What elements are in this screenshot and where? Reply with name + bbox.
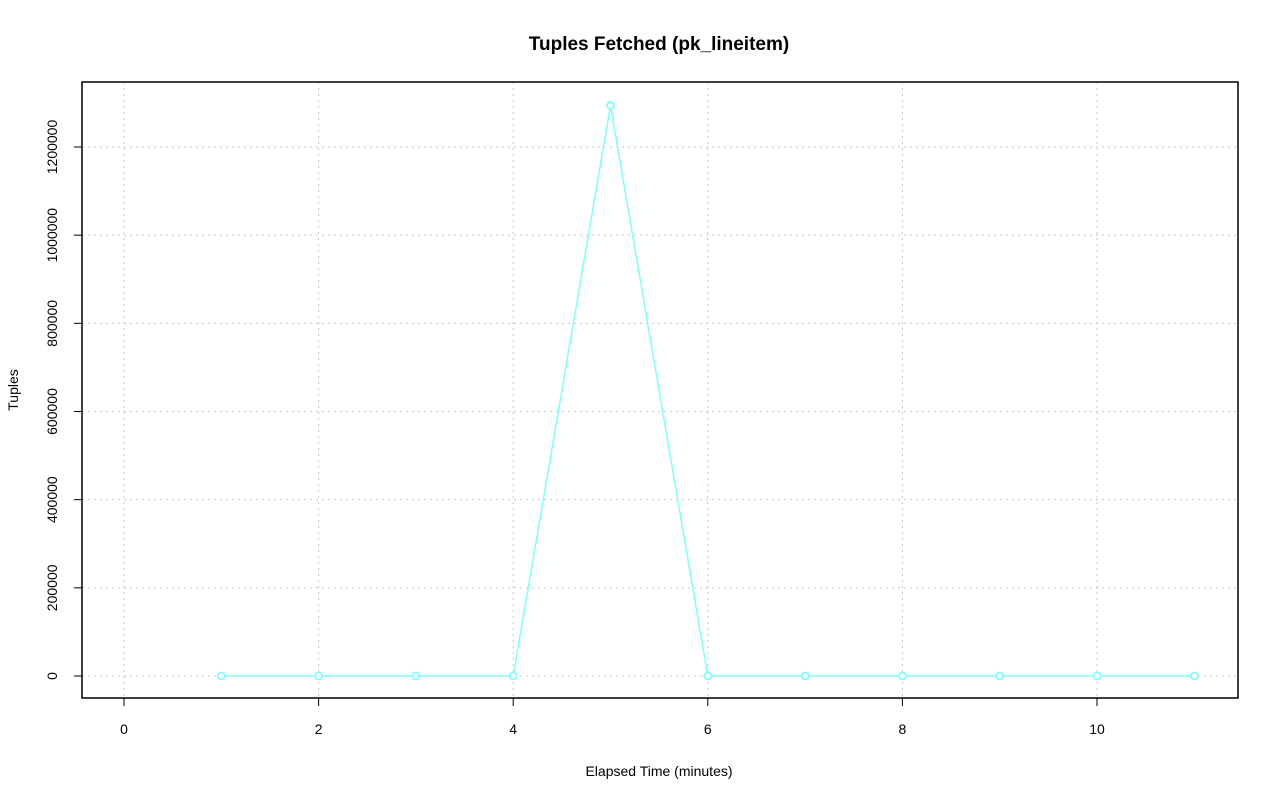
y-axis-label: Tuples — [5, 369, 21, 411]
x-tick-label: 8 — [899, 721, 907, 737]
data-point — [1092, 671, 1102, 681]
y-tick-label: 800000 — [44, 300, 60, 347]
chart-title: Tuples Fetched (pk_lineitem) — [529, 34, 789, 55]
data-point — [216, 671, 226, 681]
y-tick-label: 200000 — [44, 564, 60, 611]
y-tick-label: 0 — [44, 672, 60, 680]
plot-frame — [81, 81, 1239, 699]
x-tick-label: 4 — [509, 721, 517, 737]
data-point — [898, 671, 907, 681]
data-point — [995, 671, 1005, 681]
x-tick-label: 2 — [315, 721, 323, 737]
x-axis-label: Elapsed Time (minutes) — [585, 763, 732, 779]
x-tick-label: 6 — [704, 721, 712, 737]
y-tick-label: 600000 — [44, 388, 60, 435]
y-tick-label: 400000 — [44, 476, 60, 523]
grid — [82, 82, 1238, 698]
y-tick-label: 1000000 — [44, 208, 60, 263]
x-tick-label: 10 — [1089, 721, 1105, 737]
data-point — [606, 101, 615, 110]
y-tick-label: 1200000 — [44, 120, 60, 175]
data-point — [703, 671, 713, 681]
data-point — [800, 671, 810, 681]
data-point — [508, 671, 518, 681]
x-tick-label: 0 — [120, 721, 128, 737]
data-point — [1189, 671, 1199, 681]
data-point — [411, 671, 421, 681]
ticks: 0 2 4 6 8 10 0 200000 400000 600000 800000 1000000 1… — [44, 120, 1105, 737]
series — [216, 101, 1199, 681]
data-point — [314, 671, 324, 681]
